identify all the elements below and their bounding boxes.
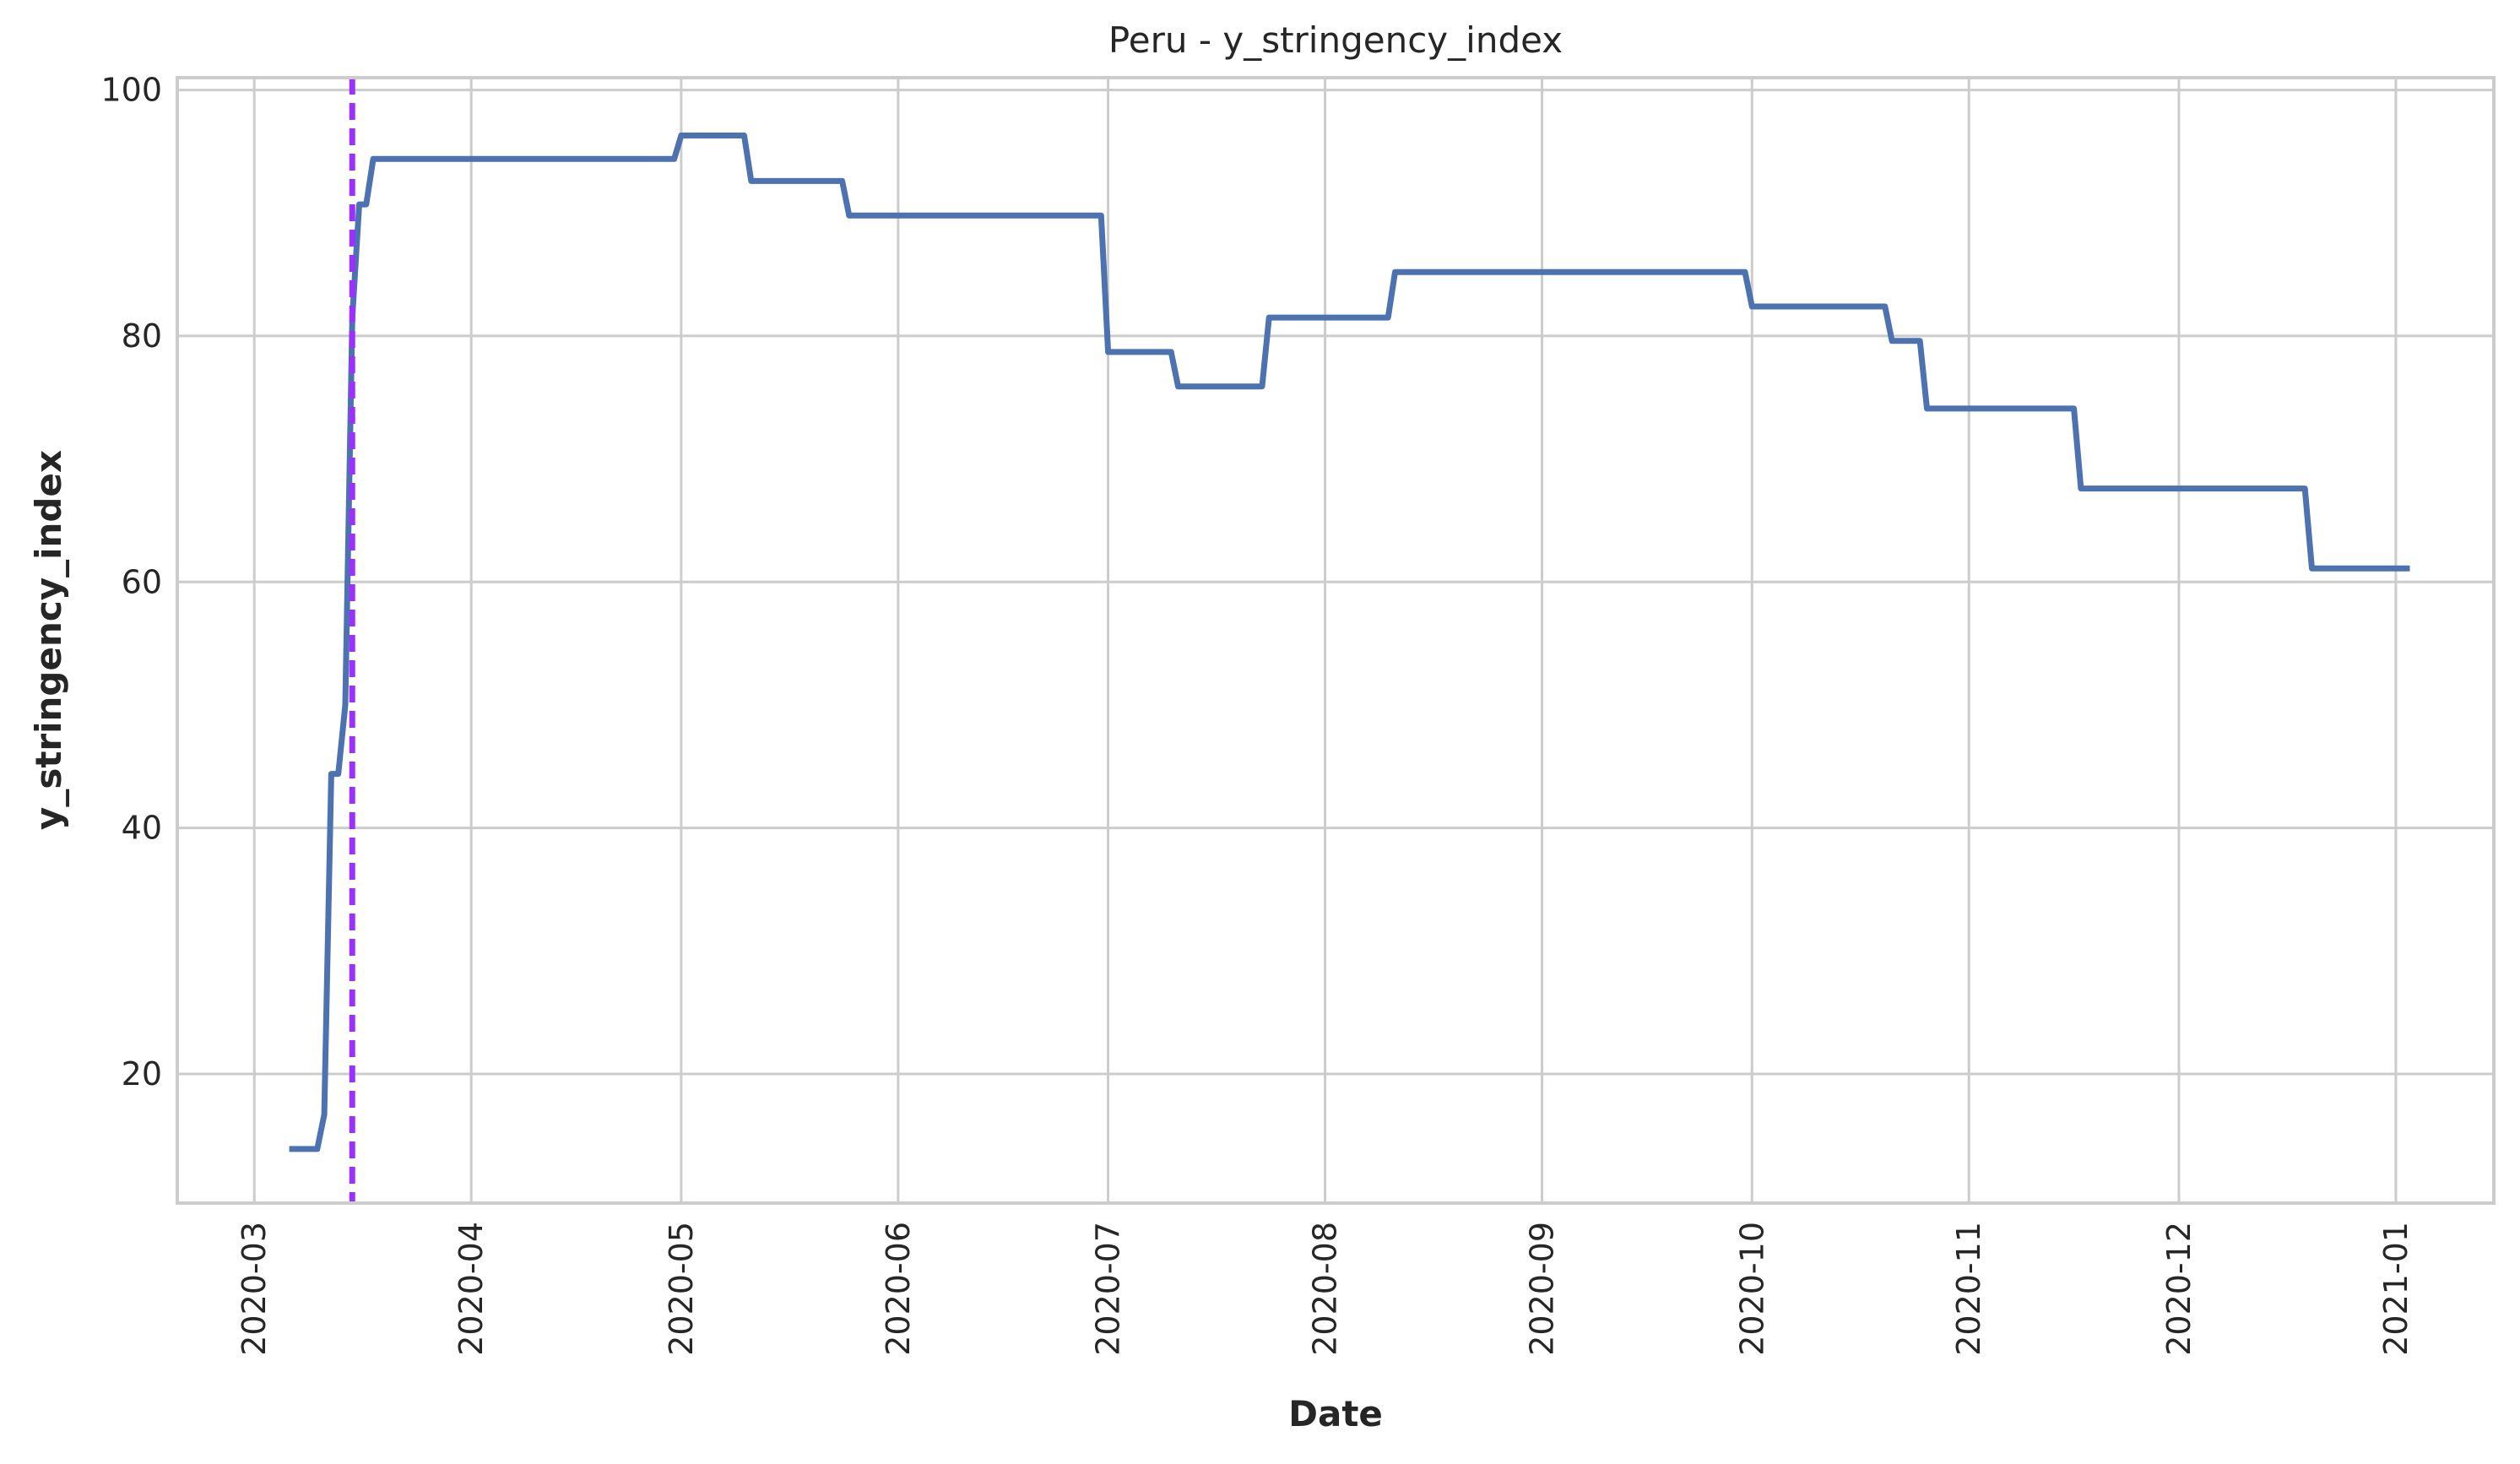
x-tick-label: 2020-10 (1733, 1222, 1770, 1356)
x-tick-label: 2020-07 (1090, 1222, 1127, 1356)
grid (177, 78, 2494, 1203)
y-tick-label: 20 (122, 1055, 162, 1093)
y-tick-label: 100 (100, 72, 162, 109)
series-layer (289, 133, 2410, 1152)
x-tick-label: 2020-05 (663, 1222, 700, 1356)
x-tick-label: 2020-08 (1307, 1222, 1344, 1356)
y-tick-label: 40 (122, 810, 162, 847)
chart-title: Peru - y_stringency_index (1108, 19, 1563, 61)
x-tick-label: 2020-11 (1950, 1222, 1987, 1356)
x-tick-label: 2021-01 (2377, 1222, 2414, 1356)
plot-frame (176, 76, 2496, 1205)
x-tick-label: 2020-04 (453, 1222, 490, 1356)
y-tick-labels: 20 40 60 80 100 (100, 72, 162, 1093)
x-tick-label: 2020-12 (2160, 1222, 2198, 1356)
x-tick-labels: 2020-03 2020-04 2020-05 2020-06 2020-07 2020-… (236, 1222, 2414, 1356)
x-axis-label: Date (1288, 1393, 1383, 1434)
x-tick-label: 2020-03 (236, 1222, 273, 1356)
y-tick-label: 80 (122, 317, 162, 355)
y-axis-label: y_stringency_index (28, 450, 69, 830)
y-tick-label: 60 (122, 563, 162, 600)
x-tick-label: 2020-09 (1524, 1222, 1561, 1356)
series-line (289, 133, 2410, 1152)
x-tick-label: 2020-06 (880, 1222, 917, 1356)
